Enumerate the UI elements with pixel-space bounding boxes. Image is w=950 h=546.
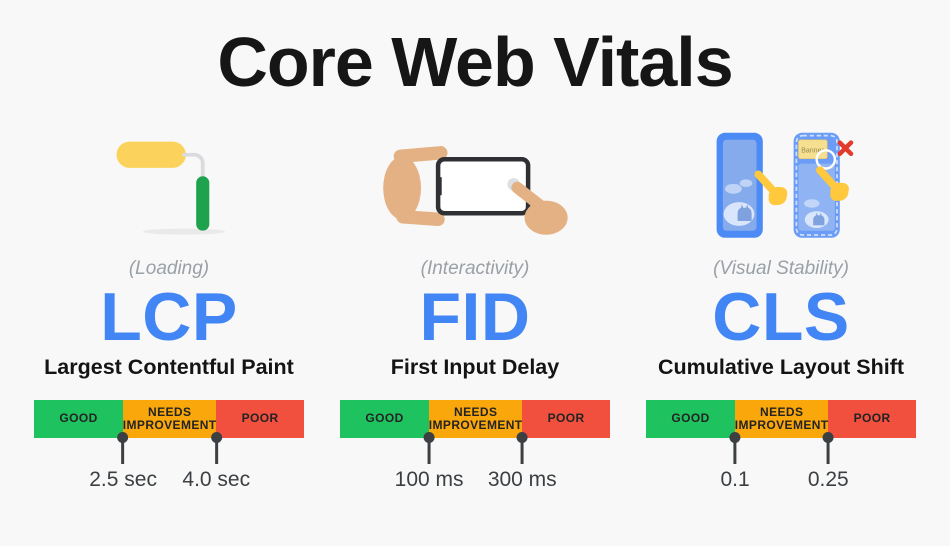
gauge-good-segment: GOOD xyxy=(340,400,430,439)
marker-dot xyxy=(117,432,129,444)
gauge-poor-segment: POOR xyxy=(216,400,304,439)
metric-caption: (Visual Stability) xyxy=(713,258,849,279)
pointer-hand-icon xyxy=(816,166,849,201)
marker-stem xyxy=(733,442,737,465)
marker-dot xyxy=(210,432,222,444)
threshold-label: 2.5 sec xyxy=(89,468,157,492)
threshold-marker-high: 4.0 sec xyxy=(182,432,250,492)
gauge-bar: GOOD NEEDS IMPROVEMENT POOR xyxy=(646,400,916,439)
metric-gauge: GOOD NEEDS IMPROVEMENT POOR 0.1 0.25 xyxy=(646,400,916,496)
metric-column-cls: Banner xyxy=(646,128,916,496)
marker-dot xyxy=(822,432,834,444)
threshold-marker-high: 300 ms xyxy=(488,432,557,492)
marker-stem xyxy=(520,442,524,465)
metric-caption: (Loading) xyxy=(128,258,210,279)
gauge-bar: GOOD NEEDS IMPROVEMENT POOR xyxy=(34,400,304,439)
paint-roller-icon xyxy=(94,128,244,242)
metric-acronym: LCP xyxy=(100,279,238,355)
gauge-needs-segment: NEEDS IMPROVEMENT xyxy=(735,400,829,439)
threshold-label: 100 ms xyxy=(394,468,464,492)
metric-acronym: FID xyxy=(419,279,531,355)
gauge-good-segment: GOOD xyxy=(34,400,124,439)
gauge-bar: GOOD NEEDS IMPROVEMENT POOR xyxy=(340,400,610,439)
banner-label: Banner xyxy=(801,147,824,154)
metric-column-lcp: (Loading) LCP Largest Contentful Paint G… xyxy=(34,128,304,496)
metric-caption: (Interactivity) xyxy=(420,258,530,279)
threshold-marker-low: 0.1 xyxy=(720,432,750,492)
threshold-marker-low: 100 ms xyxy=(395,432,464,492)
threshold-label: 4.0 sec xyxy=(182,468,251,492)
metric-name: First Input Delay xyxy=(390,355,560,380)
threshold-label: 0.25 xyxy=(807,468,849,492)
layout-shift-phones-icon: Banner xyxy=(688,128,874,242)
metric-name: Largest Contentful Paint xyxy=(44,355,294,380)
metric-column-fid: (Interactivity) FID First Input Delay GO… xyxy=(340,128,610,496)
metric-columns: (Loading) LCP Largest Contentful Paint G… xyxy=(0,128,950,496)
marker-dot xyxy=(729,432,741,444)
threshold-label: 0.1 xyxy=(720,468,750,492)
stable-phone xyxy=(716,132,763,238)
threshold-label: 300 ms xyxy=(487,468,557,492)
close-x-icon xyxy=(837,140,854,157)
marker-stem xyxy=(121,442,125,465)
phone-tap-icon xyxy=(375,128,575,242)
gauge-good-segment: GOOD xyxy=(646,400,736,439)
metric-gauge: GOOD NEEDS IMPROVEMENT POOR 2.5 sec 4.0 … xyxy=(34,400,304,496)
marker-stem xyxy=(826,442,830,465)
marker-dot xyxy=(423,432,435,444)
marker-stem xyxy=(214,442,218,465)
page-title: Core Web Vitals xyxy=(217,23,733,101)
threshold-marker-high: 0.25 xyxy=(808,432,849,492)
marker-dot xyxy=(516,432,528,444)
gauge-needs-segment: NEEDS IMPROVEMENT xyxy=(123,400,217,439)
metric-name: Cumulative Layout Shift xyxy=(657,355,905,380)
tap-target-circle xyxy=(815,149,837,170)
gauge-poor-segment: POOR xyxy=(828,400,916,439)
marker-stem xyxy=(427,442,431,465)
pointer-hand-icon xyxy=(754,170,788,206)
gauge-poor-segment: POOR xyxy=(522,400,610,439)
metric-gauge: GOOD NEEDS IMPROVEMENT POOR 100 ms 300 m… xyxy=(340,400,610,496)
gauge-needs-segment: NEEDS IMPROVEMENT xyxy=(429,400,523,439)
metric-acronym: CLS xyxy=(712,279,850,355)
threshold-marker-low: 2.5 sec xyxy=(89,432,157,492)
